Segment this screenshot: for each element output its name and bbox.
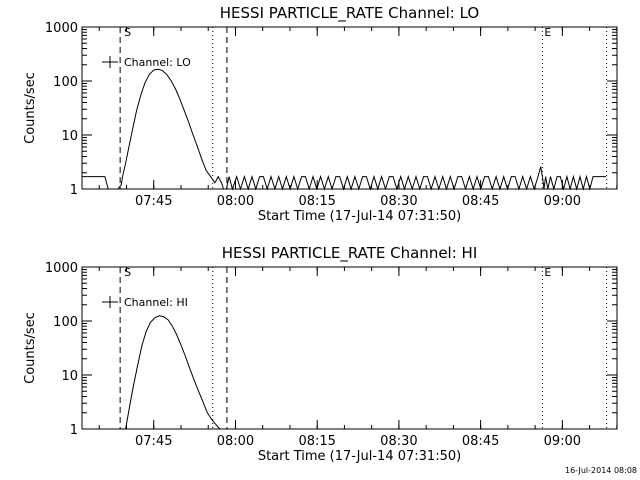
chart-panel-hi: HESSI PARTICLE_RATE Channel: HI 1 10 100 100…	[23, 244, 618, 464]
plot-timestamp: 16-Jul-2014 08:08	[564, 466, 637, 475]
plot-frame	[81, 266, 618, 430]
x-axis-label: Start Time (17-Jul-14 07:31:50)	[258, 209, 461, 224]
chart-panel-lo: HESSI PARTICLE_RATE Channel: LO 1 10 100 100…	[23, 4, 618, 224]
y-tick-label: 1	[70, 183, 78, 198]
end-marker-label: E	[544, 266, 551, 279]
x-tick-label: 08:45	[462, 194, 499, 209]
x-tick-label: 08:00	[217, 434, 254, 449]
start-marker-label: S	[124, 266, 131, 279]
y-axis-label: Counts/sec	[23, 72, 38, 144]
x-tick-label: 07:45	[135, 194, 172, 209]
x-tick-label: 08:30	[380, 434, 417, 449]
x-tick-label: 08:00	[217, 194, 254, 209]
x-tick-label: 07:45	[135, 434, 172, 449]
legend-label: Channel: LO	[124, 56, 191, 69]
y-tick-label: 100	[53, 315, 78, 330]
end-marker-label: E	[544, 26, 551, 39]
x-tick-label: 08:15	[298, 434, 335, 449]
start-marker-label: S	[124, 26, 131, 39]
legend-label: Channel: HI	[124, 296, 188, 309]
x-tick-label: 09:00	[544, 434, 581, 449]
y-tick-label: 10	[61, 129, 78, 144]
y-tick-label: 1000	[45, 21, 78, 36]
series-line-hi	[125, 315, 221, 430]
chart-title: HESSI PARTICLE_RATE Channel: HI	[222, 244, 478, 263]
y-tick-label: 100	[53, 75, 78, 90]
y-axis-label: Counts/sec	[23, 312, 38, 384]
y-tick-label: 10	[61, 369, 78, 384]
y-tick-label: 1	[70, 423, 78, 438]
x-tick-label: 08:15	[298, 194, 335, 209]
plot-frame	[81, 26, 618, 190]
x-tick-label: 08:45	[462, 434, 499, 449]
x-axis-label: Start Time (17-Jul-14 07:31:50)	[258, 449, 461, 464]
x-tick-label: 09:00	[544, 194, 581, 209]
series-line-lo	[82, 68, 607, 191]
y-tick-label: 1000	[45, 261, 78, 276]
x-tick-label: 08:30	[380, 194, 417, 209]
chart-title: HESSI PARTICLE_RATE Channel: LO	[220, 4, 479, 23]
